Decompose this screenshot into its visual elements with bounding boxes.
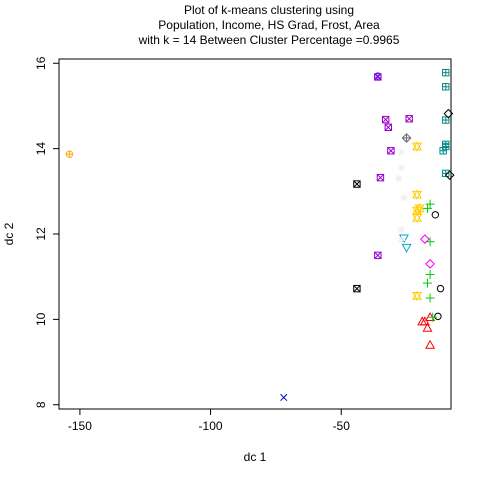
data-point bbox=[419, 234, 430, 244]
data-point bbox=[381, 115, 390, 124]
data-point bbox=[425, 259, 435, 269]
data-point bbox=[442, 116, 450, 124]
data-point bbox=[423, 203, 432, 213]
chart-title-line-3: with k = 14 Between Cluster Percentage =… bbox=[138, 33, 400, 47]
data-point bbox=[401, 133, 412, 143]
data-point bbox=[436, 284, 445, 293]
data-point bbox=[412, 212, 423, 223]
y-tick-label: 8 bbox=[34, 401, 48, 408]
data-point bbox=[442, 83, 450, 91]
data-point bbox=[384, 123, 392, 131]
plot-area bbox=[58, 58, 452, 410]
data-point bbox=[412, 189, 423, 200]
y-tick-label: 16 bbox=[34, 56, 48, 70]
x-tick-label: -50 bbox=[333, 419, 351, 433]
data-point bbox=[428, 312, 438, 322]
y-tick-label: 12 bbox=[34, 227, 48, 241]
data-point bbox=[422, 322, 433, 332]
data-point bbox=[417, 316, 428, 326]
data-point bbox=[425, 270, 435, 280]
data-point bbox=[397, 148, 406, 156]
data-point bbox=[65, 150, 74, 158]
x-tick-label: -100 bbox=[199, 419, 223, 433]
data-point bbox=[353, 180, 361, 188]
x-axis-label: dc 1 bbox=[244, 450, 267, 464]
data-point bbox=[397, 164, 406, 172]
data-point bbox=[376, 173, 385, 182]
data-point bbox=[394, 174, 403, 183]
data-point bbox=[397, 236, 406, 245]
data-point bbox=[353, 284, 361, 293]
chart-title-line-2: Population, Income, HS Grad, Frost, Area bbox=[158, 18, 380, 32]
data-point bbox=[425, 293, 435, 303]
data-point bbox=[280, 393, 288, 402]
data-point bbox=[425, 339, 436, 349]
data-point bbox=[397, 225, 406, 234]
chart-title-line-1: Plot of k-means clustering using bbox=[184, 3, 354, 17]
data-point bbox=[387, 147, 395, 155]
data-point bbox=[425, 199, 435, 209]
y-axis: 8 10 12 14 16 bbox=[34, 56, 59, 408]
data-point bbox=[444, 170, 455, 180]
data-point bbox=[439, 147, 447, 155]
y-tick-label: 10 bbox=[34, 312, 48, 326]
data-point bbox=[412, 290, 423, 302]
y-axis-label: dc 2 bbox=[2, 222, 16, 245]
data-point bbox=[443, 108, 454, 119]
x-axis: -150 -100 -50 bbox=[68, 409, 350, 433]
data-point bbox=[374, 73, 382, 81]
data-point bbox=[431, 211, 440, 219]
data-point bbox=[405, 115, 413, 123]
data-point bbox=[401, 243, 412, 253]
data-points bbox=[65, 68, 455, 402]
data-point bbox=[412, 141, 423, 152]
data-point bbox=[434, 312, 442, 321]
data-point bbox=[442, 68, 450, 77]
data-point bbox=[398, 234, 409, 244]
data-point bbox=[400, 193, 408, 202]
data-point bbox=[374, 251, 382, 260]
data-point bbox=[423, 278, 432, 288]
y-tick-label: 14 bbox=[34, 142, 48, 156]
data-point bbox=[442, 142, 450, 151]
x-tick-label: -150 bbox=[68, 419, 92, 433]
